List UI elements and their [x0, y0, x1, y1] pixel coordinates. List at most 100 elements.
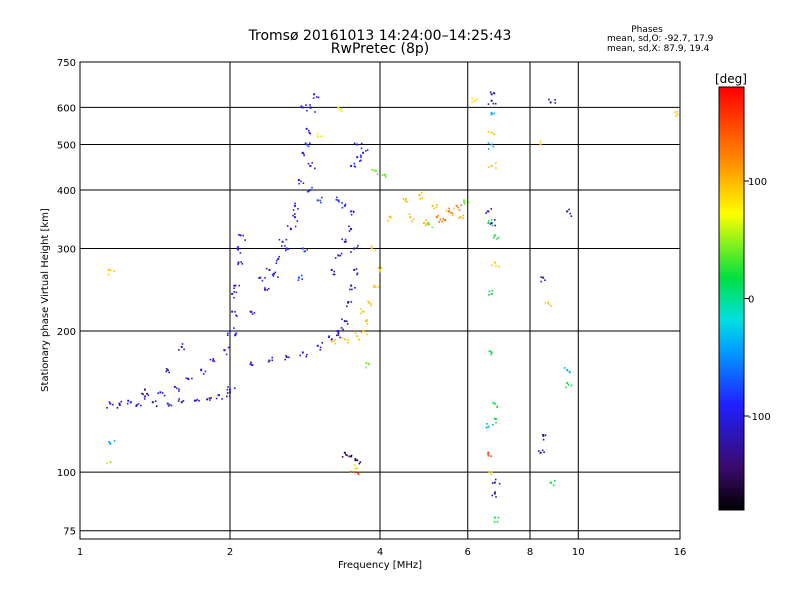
- data-point-speck: [168, 371, 170, 374]
- data-point-speck: [493, 133, 496, 135]
- data-point: [356, 335, 359, 338]
- y-axis-label: Stationary phase Virtual Height [km]: [40, 208, 51, 392]
- data-point: [330, 268, 333, 271]
- x-tick-label: 2: [227, 547, 233, 558]
- data-point-speck: [347, 342, 349, 344]
- data-point-speck: [299, 354, 301, 357]
- data-point-speck: [307, 162, 310, 165]
- data-point-speck: [346, 454, 348, 457]
- data-point-speck: [375, 169, 377, 172]
- data-point-speck: [384, 176, 387, 178]
- data-point: [337, 330, 340, 333]
- data-point-speck: [223, 349, 225, 351]
- data-point: [330, 338, 333, 341]
- data-point-speck: [307, 145, 310, 148]
- data-point-speck: [235, 314, 237, 317]
- data-point-speck: [544, 302, 547, 304]
- data-point-speck: [265, 267, 268, 270]
- data-point-speck: [495, 496, 497, 498]
- data-point-speck: [147, 394, 150, 396]
- data-point-speck: [550, 305, 553, 307]
- data-point: [542, 434, 545, 437]
- phases-o-stats: mean, sd,O: -92.7, 17.9: [607, 34, 714, 44]
- data-point-speck: [373, 286, 375, 288]
- data-point: [367, 301, 370, 304]
- data-point-speck: [274, 271, 277, 274]
- data-point-speck: [489, 223, 492, 225]
- data-point-speck: [298, 182, 300, 185]
- data-point-speck: [458, 209, 461, 211]
- data-point-speck: [488, 290, 491, 293]
- data-point-speck: [450, 211, 452, 214]
- data-point-speck: [237, 263, 239, 266]
- data-point-speck: [424, 224, 427, 227]
- data-point-speck: [388, 215, 391, 218]
- data-points: [106, 91, 679, 523]
- data-point-speck: [375, 286, 377, 289]
- data-point-speck: [178, 388, 180, 390]
- data-point-speck: [198, 399, 200, 402]
- data-point-speck: [550, 482, 553, 484]
- data-point-speck: [237, 246, 239, 248]
- data-point-speck: [487, 453, 489, 455]
- data-point-speck: [374, 249, 377, 252]
- data-point-speck: [370, 247, 373, 249]
- data-point-speck: [341, 337, 343, 339]
- data-point-speck: [142, 393, 144, 395]
- data-point-speck: [157, 392, 159, 394]
- data-point-speck: [304, 250, 306, 252]
- data-point: [297, 179, 300, 182]
- data-point-speck: [305, 355, 307, 358]
- data-point: [297, 276, 300, 279]
- data-point: [493, 261, 496, 264]
- data-point-speck: [178, 398, 180, 400]
- data-point: [493, 481, 496, 484]
- data-point-speck: [178, 349, 180, 351]
- data-point-speck: [493, 112, 495, 115]
- data-point-speck: [308, 131, 311, 134]
- data-point: [356, 156, 359, 159]
- data-point: [330, 340, 333, 343]
- data-point-speck: [445, 209, 448, 212]
- data-point-speck: [294, 225, 297, 228]
- data-point-speck: [436, 204, 438, 206]
- data-point-speck: [457, 206, 459, 209]
- data-point-speck: [345, 240, 347, 243]
- data-point-speck: [302, 182, 305, 184]
- data-point-speck: [540, 276, 542, 278]
- data-point-speck: [489, 91, 492, 93]
- data-point: [193, 399, 196, 402]
- y-axis-ticks: 75 100 200 300 400 500 600 750: [57, 58, 76, 538]
- data-point-speck: [140, 404, 142, 407]
- data-point: [343, 451, 346, 454]
- data-point-speck: [306, 109, 308, 112]
- data-point-speck: [462, 214, 465, 217]
- data-point: [285, 356, 288, 359]
- data-point: [180, 345, 183, 348]
- data-point-speck: [358, 339, 360, 341]
- data-point-speck: [352, 211, 355, 214]
- data-point: [281, 240, 284, 243]
- data-point-speck: [495, 421, 497, 424]
- data-point-speck: [485, 426, 488, 429]
- data-point-speck: [178, 390, 180, 392]
- data-point-speck: [471, 101, 473, 103]
- data-point-speck: [360, 154, 362, 157]
- data-point-speck: [233, 291, 235, 293]
- data-point-speck: [226, 388, 229, 391]
- data-point-speck: [303, 154, 305, 157]
- data-point-speck: [548, 98, 550, 101]
- data-point-speck: [433, 207, 436, 210]
- data-point-speck: [167, 405, 170, 407]
- data-point-speck: [332, 273, 335, 276]
- data-point-speck: [362, 330, 365, 332]
- data-point: [566, 369, 569, 372]
- data-point: [362, 151, 365, 154]
- data-point-speck: [476, 98, 478, 100]
- data-point-speck: [239, 252, 242, 254]
- data-point-speck: [554, 99, 556, 101]
- data-point: [356, 467, 359, 470]
- data-point-speck: [463, 201, 465, 203]
- data-point-speck: [406, 201, 408, 203]
- data-point-speck: [238, 284, 240, 287]
